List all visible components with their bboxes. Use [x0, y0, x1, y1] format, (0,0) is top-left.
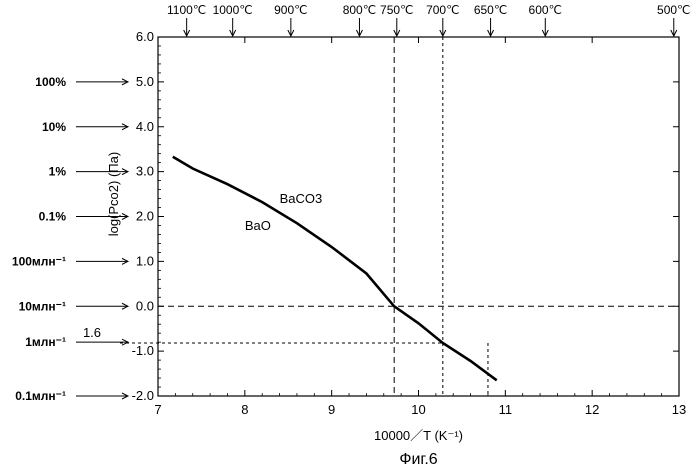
- y-tick-label: 2.0: [136, 209, 154, 224]
- temperature-label: 700℃: [426, 3, 460, 17]
- x-tick-label: 8: [241, 402, 248, 417]
- temperature-label: 750℃: [380, 3, 414, 17]
- temperature-label: 650℃: [474, 3, 508, 17]
- temperature-label: 1000℃: [213, 3, 253, 17]
- temperature-label: 600℃: [529, 3, 563, 17]
- y-tick-label: 0.0: [136, 298, 154, 313]
- phase-labels: BaCO3 BaO: [245, 191, 322, 233]
- temperature-label: 900℃: [274, 3, 308, 17]
- axis-ticks: 7 8 9 10 11 12 13 -2.0 -1.0 0.0 1.0 2.0 3.0 4.0 5.0 6.0: [132, 29, 687, 417]
- y-tick-label: 4.0: [136, 119, 154, 134]
- series-layer: [173, 157, 497, 380]
- concentration-label: 100%: [35, 75, 66, 89]
- temperature-label: 1100℃: [167, 3, 206, 17]
- reference-lines: [120, 37, 679, 396]
- x-tick-label: 9: [328, 402, 335, 417]
- y-tick-label: 6.0: [136, 29, 154, 44]
- concentration-label: 0.1%: [39, 210, 67, 224]
- plot-frame: [158, 37, 679, 396]
- y-tick-label: -1.0: [132, 343, 154, 358]
- temperature-label: 800℃: [343, 3, 377, 17]
- concentration-label: 10млн⁻¹: [19, 299, 66, 313]
- y-tick-label: 3.0: [136, 164, 154, 179]
- figure-caption: Фиг.6: [399, 451, 437, 468]
- x-tick-label: 12: [585, 402, 599, 417]
- concentration-label: 0.1млн⁻¹: [15, 389, 66, 403]
- temperature-label: 500℃: [657, 3, 691, 17]
- left-concentration-axis: 100% 10% 1% 0.1% 100млн⁻¹ 10млн⁻¹ 1млн⁻¹ 0.1млн…: [12, 75, 128, 403]
- y-axis-title: log(Pco2) (Па): [106, 152, 121, 236]
- x-tick-label: 13: [672, 402, 686, 417]
- series-line: [173, 157, 497, 380]
- concentration-label: 1%: [49, 165, 67, 179]
- x-tick-label: 7: [154, 402, 161, 417]
- y-tick-label: 5.0: [136, 74, 154, 89]
- phase-label: BaCO3: [280, 191, 323, 206]
- reference-value-label: 1.6: [83, 325, 101, 340]
- x-tick-label: 11: [499, 402, 513, 417]
- x-axis-title: 10000／T (K⁻¹): [374, 428, 463, 443]
- concentration-label: 10%: [42, 120, 66, 134]
- x-tick-label: 10: [411, 402, 425, 417]
- phase-label: BaO: [245, 218, 271, 233]
- top-temperature-axis: 1100℃ 1000℃ 900℃ 800℃750℃ 700℃ 650℃ 600℃ 500℃: [167, 3, 691, 36]
- y-tick-label: -2.0: [132, 388, 154, 403]
- concentration-label: 100млн⁻¹: [12, 254, 66, 268]
- y-tick-label: 1.0: [136, 253, 154, 268]
- concentration-label: 1млн⁻¹: [25, 335, 66, 349]
